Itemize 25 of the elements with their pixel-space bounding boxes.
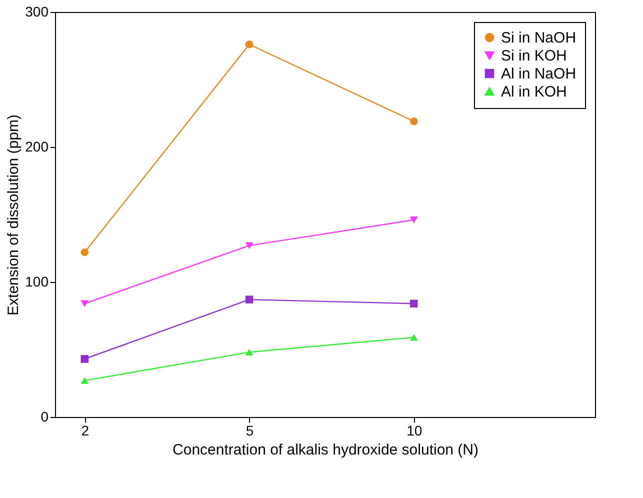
legend-label: Si in KOH xyxy=(501,48,567,64)
y-tick-label: 300 xyxy=(25,4,49,20)
x-tick-label: 5 xyxy=(246,422,254,438)
x-tick-label: 10 xyxy=(406,422,422,438)
point xyxy=(410,300,418,308)
point xyxy=(245,348,254,356)
point xyxy=(245,242,254,249)
point xyxy=(80,300,89,307)
point xyxy=(410,216,418,224)
x-tick-label: 2 xyxy=(81,422,90,438)
point xyxy=(410,334,418,341)
point xyxy=(410,117,418,126)
y-tick-label: 0 xyxy=(40,408,49,424)
point xyxy=(245,40,254,48)
legend-label: Al in KOH xyxy=(501,84,567,100)
y-axis-title: Extension of dissolution (ppm) xyxy=(5,114,22,316)
legend-label: Al in NaOH xyxy=(501,66,576,82)
point xyxy=(80,377,89,384)
x-axis-title: Concentration of alkalis hydroxide solution (N) xyxy=(172,442,478,458)
point xyxy=(80,355,89,363)
point xyxy=(80,248,89,256)
point xyxy=(245,296,254,304)
y-tick-label: 100 xyxy=(25,274,49,290)
y-tick-label: 200 xyxy=(25,138,49,154)
legend-label: Si in NaOH xyxy=(501,30,576,46)
